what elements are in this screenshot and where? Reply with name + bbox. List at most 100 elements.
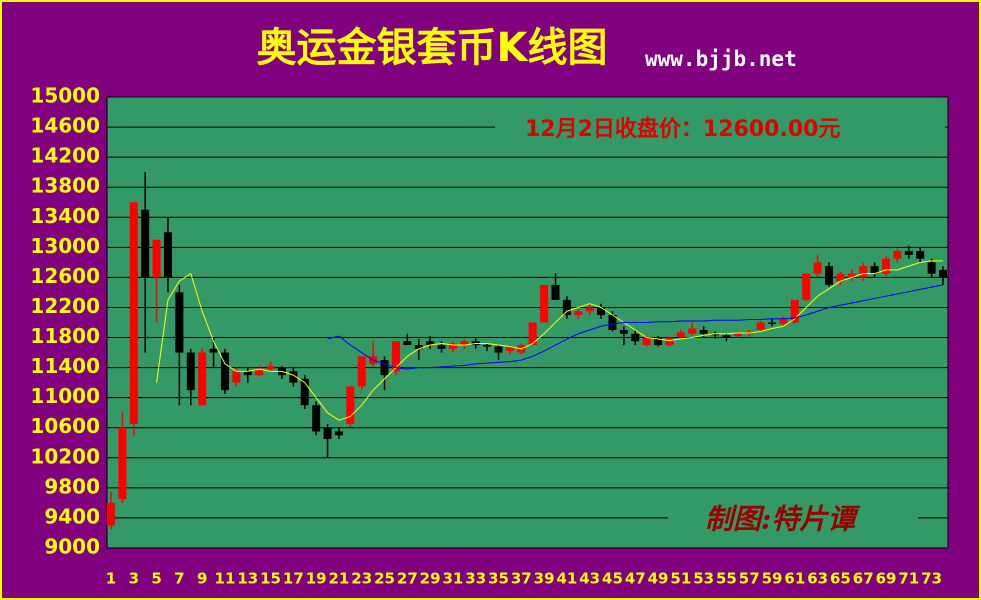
candle-body <box>654 337 663 346</box>
candle-body <box>551 284 560 300</box>
candle-body <box>574 311 583 315</box>
x-tick-label: 41 <box>556 570 577 588</box>
candle-body <box>426 341 435 346</box>
y-tick-label: 10600 <box>30 414 100 438</box>
x-tick-label: 5 <box>151 570 161 588</box>
x-tick-label: 45 <box>602 570 623 588</box>
candle-body <box>688 328 697 334</box>
y-tick-label: 14200 <box>30 144 100 168</box>
x-tick-label: 65 <box>830 570 851 588</box>
x-tick-label: 53 <box>693 570 714 588</box>
candle-body <box>380 360 389 376</box>
x-tick-label: 57 <box>739 570 760 588</box>
y-tick-label: 10200 <box>30 444 100 468</box>
annotation-bg <box>495 112 945 146</box>
x-tick-label: 23 <box>351 570 372 588</box>
x-tick-label: 15 <box>260 570 281 588</box>
x-tick-label: 43 <box>579 570 600 588</box>
x-tick-label: 71 <box>898 570 919 588</box>
annotation: 12月2日收盘价：12600.00元 <box>525 116 840 142</box>
y-tick-label: 9000 <box>44 535 100 559</box>
candle-body <box>334 431 343 436</box>
candle-body <box>505 346 514 352</box>
candle-body <box>460 341 469 346</box>
candle-body <box>152 239 161 278</box>
x-tick-label: 51 <box>670 570 691 588</box>
candle-body <box>916 251 925 259</box>
y-tick-label: 11000 <box>30 384 100 408</box>
candle-body <box>836 273 845 282</box>
x-tick-label: 7 <box>174 570 184 588</box>
x-tick-label: 69 <box>876 570 897 588</box>
x-tick-label: 25 <box>374 570 395 588</box>
candle-body <box>528 322 537 346</box>
y-tick-label: 14600 <box>30 114 100 138</box>
credit: 制图:特片谭 <box>705 503 861 536</box>
x-tick-label: 27 <box>397 570 418 588</box>
candle-body <box>312 405 321 432</box>
candle-body <box>198 352 207 406</box>
candle-body <box>597 307 606 315</box>
candle-body <box>882 258 891 274</box>
moving-average-line <box>156 260 943 421</box>
x-tick-label: 37 <box>511 570 532 588</box>
x-tick-label: 11 <box>215 570 236 588</box>
candle-body <box>825 266 834 285</box>
candle-body <box>403 341 412 346</box>
x-tick-label: 67 <box>853 570 874 588</box>
candle-body <box>939 269 947 278</box>
candle-body <box>847 273 856 278</box>
candle-body <box>642 337 651 346</box>
candle-body <box>904 251 913 255</box>
x-tick-label: 49 <box>648 570 669 588</box>
y-tick-label: 11400 <box>30 354 100 378</box>
x-tick-label: 59 <box>762 570 783 588</box>
candle-body <box>266 366 275 370</box>
y-tick-label: 11800 <box>30 324 100 348</box>
candle-body <box>437 345 446 349</box>
candle-body <box>585 307 594 312</box>
candle-body <box>494 346 503 353</box>
candle-body <box>631 333 640 342</box>
candle-body <box>802 273 811 300</box>
x-tick-label: 19 <box>306 570 327 588</box>
x-tick-label: 17 <box>283 570 304 588</box>
candle-body <box>289 371 298 383</box>
y-tick-label: 9800 <box>44 474 100 498</box>
candle-body <box>163 232 172 278</box>
x-tick-label: 29 <box>420 570 441 588</box>
candle-body <box>870 266 879 274</box>
candle-body <box>722 335 731 338</box>
candle-body <box>665 337 674 346</box>
candle-body <box>733 333 742 337</box>
candle-body <box>209 348 218 353</box>
candle-body <box>619 330 628 334</box>
candle-body <box>608 314 617 331</box>
x-tick-label: 21 <box>329 570 350 588</box>
candle-body <box>357 356 366 387</box>
candle-body <box>483 345 492 347</box>
candle-body <box>768 322 777 325</box>
x-tick-label: 47 <box>625 570 646 588</box>
candle-body <box>790 299 799 323</box>
y-tick-label: 12200 <box>30 294 100 318</box>
x-tick-label: 61 <box>784 570 805 588</box>
candle-body <box>232 371 241 383</box>
candle-body <box>220 352 229 391</box>
candle-body <box>141 209 150 278</box>
candle-body <box>414 345 423 349</box>
moving-average-line <box>327 284 944 370</box>
y-tick-label: 15000 <box>30 84 100 108</box>
x-tick-label: 9 <box>197 570 207 588</box>
plot-area <box>106 96 949 549</box>
y-tick-label: 13000 <box>30 234 100 258</box>
candle-body <box>711 333 720 336</box>
candle-body <box>391 341 400 372</box>
x-tick-label: 33 <box>465 570 486 588</box>
subtitle: www.bjjb.net <box>645 47 797 71</box>
candle-body <box>346 386 355 424</box>
y-tick-label: 13800 <box>30 174 100 198</box>
x-tick-label: 3 <box>129 570 139 588</box>
candle-body <box>927 262 936 274</box>
